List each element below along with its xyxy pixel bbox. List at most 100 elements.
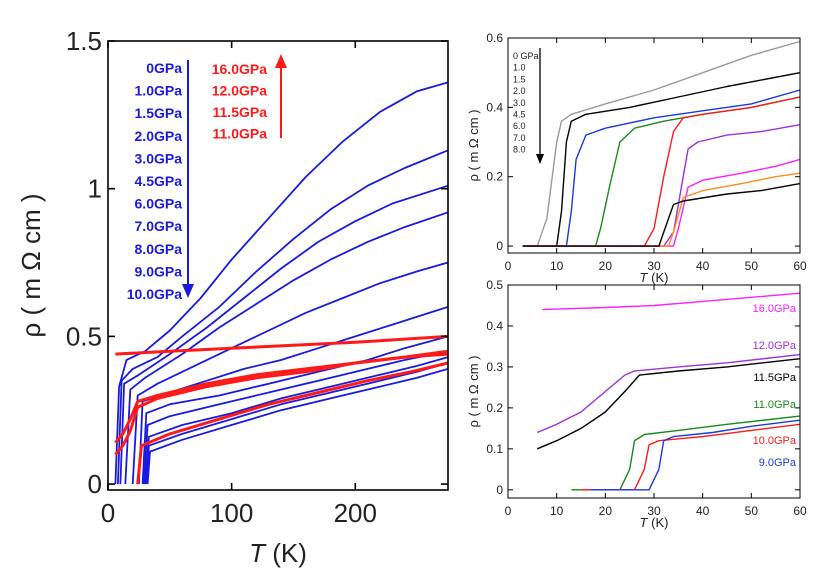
legend-label-blue: 10.0GPa: [127, 286, 182, 302]
legend-label-blue: 3.0GPa: [135, 150, 183, 166]
x-tick-label: 10: [550, 259, 564, 273]
y-tick-label: 0.5: [66, 321, 102, 351]
x-tick-label: 100: [210, 498, 253, 528]
y-tick-label: 0.2: [486, 401, 503, 415]
x-axis-label-unit: (K): [648, 515, 669, 530]
series-line-2: [522, 89, 801, 247]
series-line-3: [124, 211, 449, 485]
series-line-0: [542, 292, 801, 311]
x-tick-label: 60: [793, 504, 807, 518]
y-tick-label: 0.6: [486, 31, 503, 45]
plot-frame: [507, 284, 801, 499]
legend-label-red: 12.0GPa: [212, 83, 267, 99]
legend-label-blue: 6.0GPa: [135, 196, 183, 212]
x-tick-label: 50: [745, 259, 759, 273]
y-tick-label: 0: [496, 483, 503, 497]
legend-label: 8.0: [513, 145, 526, 155]
series-line-8: [522, 182, 801, 247]
x-tick-label: 0: [101, 498, 115, 528]
legend-arrow-down-icon: [182, 284, 194, 298]
legend-label-red: 16.0GPa: [212, 61, 267, 77]
series-line-4: [522, 96, 801, 247]
series-line-6: [522, 158, 801, 247]
y-tick-label: 0.1: [486, 442, 503, 456]
curve-label: 9.0GPa: [759, 457, 797, 469]
legend-label: 1.5: [513, 74, 526, 84]
curve-label: 11.0GPa: [753, 399, 796, 411]
x-tick-label: 0: [505, 504, 512, 518]
x-tick-label: 20: [599, 504, 613, 518]
y-axis-label: ρ ( m Ω cm ): [466, 356, 481, 428]
x-axis-label-var: T: [249, 538, 267, 568]
y-tick-label: 0: [88, 469, 102, 499]
series-line-2: [119, 184, 449, 485]
series-line-11: [115, 334, 449, 356]
top-right-chart: 0 10 20 30 40 50 60 0 0.2 0.4 0.6 T (K) ρ ( m Ω cm )…: [466, 31, 807, 285]
y-tick-label: 0.3: [486, 360, 503, 374]
legend-label: 0 GPa: [513, 51, 539, 61]
y-tick-label: 0.2: [486, 170, 503, 184]
legend-arrow-up-icon: [275, 54, 287, 68]
x-tick-label: 30: [647, 504, 661, 518]
main-chart: 0 100 200 0 0.5 1 1.5 T (K) ρ ( m Ω cm ) 0GPa 1.0G…: [16, 26, 449, 568]
series-line-5: [590, 419, 801, 491]
x-axis-label: T (K): [640, 515, 669, 530]
series-line-1: [117, 149, 449, 485]
legend-label-blue: 8.0GPa: [135, 241, 183, 257]
series-line-5: [522, 124, 801, 247]
curve-label: 12.0GPa: [753, 340, 797, 352]
legend-label-blue: 4.5GPa: [135, 173, 183, 189]
x-axis-label-unit: (K): [648, 270, 669, 285]
y-axis-label: ρ ( m Ω cm ): [16, 194, 46, 338]
y-tick-label: 0.4: [486, 100, 503, 114]
x-axis-label-unit: (K): [265, 538, 307, 568]
x-tick-label: 50: [745, 504, 759, 518]
x-axis-label-var: T: [640, 515, 649, 530]
legend-label-blue: 7.0GPa: [135, 218, 183, 234]
series-line-0: [522, 40, 801, 247]
legend-label-blue: 1.0GPa: [135, 83, 183, 99]
x-axis-label-var: T: [640, 270, 649, 285]
x-tick-label: 0: [505, 259, 512, 273]
y-tick-label: 0.5: [486, 278, 503, 292]
series-line-13: [114, 352, 449, 456]
legend-label-red: 11.5GPa: [213, 104, 268, 120]
x-tick-label: 30: [647, 259, 661, 273]
y-tick-label: 1: [88, 174, 102, 204]
x-tick-label: 60: [793, 259, 807, 273]
legend-label: 4.5: [513, 110, 526, 120]
legend-label: 1.0: [513, 63, 526, 73]
curve-label: 10.0GPa: [753, 435, 797, 447]
legend-label: 6.0: [513, 121, 526, 131]
curve-label: 16.0GPa: [753, 303, 797, 315]
series-line-10: [146, 368, 449, 485]
x-tick-label: 200: [334, 498, 377, 528]
x-tick-label: 10: [550, 504, 564, 518]
legend-arrow-down-icon: [536, 154, 544, 164]
series-line-8: [144, 356, 449, 485]
y-tick-label: 0: [496, 239, 503, 253]
series-line-0: [114, 81, 449, 485]
legend-label: 3.0: [513, 98, 526, 108]
x-axis-label: T (K): [640, 270, 669, 285]
curve-label: 11.5GPa: [753, 372, 796, 384]
y-tick-label: 0.4: [486, 319, 503, 333]
bottom-right-chart: 0 10 20 30 40 50 60 0 0.1 0.2 0.3 0.4 0.5 T (K) ρ ( m …: [466, 278, 807, 530]
series-line-9: [145, 362, 449, 485]
legend-label-blue: 2.0GPa: [135, 128, 183, 144]
legend-label-blue: 0GPa: [146, 60, 182, 76]
series-line-6: [141, 335, 449, 485]
series-line-14: [136, 361, 449, 485]
series-line-4: [581, 423, 801, 491]
series-line-1: [522, 72, 801, 247]
legend-label-red: 11.0GPa: [213, 126, 268, 142]
legend-label: 2.0: [513, 86, 526, 96]
series-line-2: [536, 358, 801, 450]
y-axis-label: ρ ( m Ω cm ): [466, 110, 481, 182]
series-line-7: [143, 350, 449, 485]
series-line-4: [131, 261, 449, 485]
x-axis-label: T (K): [249, 538, 307, 568]
legend-label-blue: 1.5GPa: [135, 105, 183, 121]
x-tick-label: 40: [696, 259, 710, 273]
